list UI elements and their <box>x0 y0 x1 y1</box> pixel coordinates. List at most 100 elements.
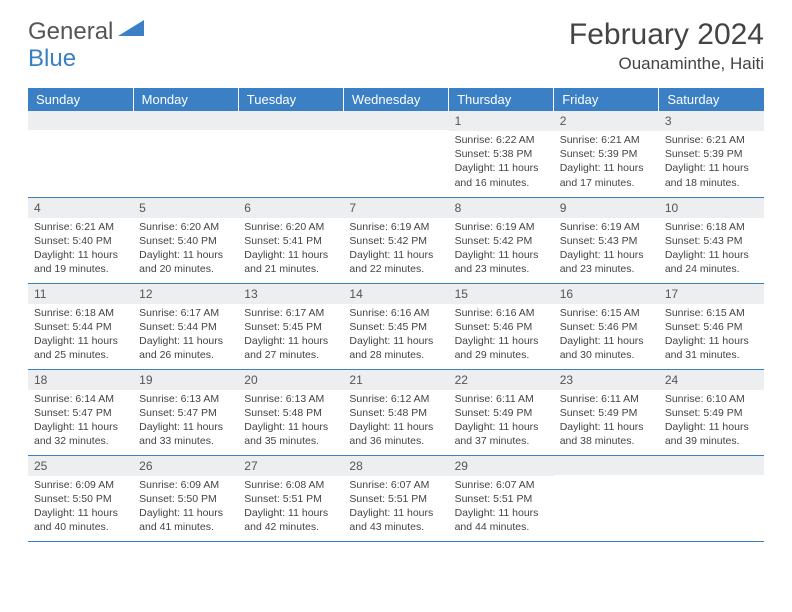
calendar-day-cell: 17Sunrise: 6:15 AMSunset: 5:46 PMDayligh… <box>659 283 764 369</box>
calendar-day-cell: 29Sunrise: 6:07 AMSunset: 5:51 PMDayligh… <box>449 455 554 541</box>
calendar-day-cell: 13Sunrise: 6:17 AMSunset: 5:45 PMDayligh… <box>238 283 343 369</box>
day-data: Sunrise: 6:22 AMSunset: 5:38 PMDaylight:… <box>449 131 554 194</box>
title-block: February 2024 Ouanaminthe, Haiti <box>569 18 764 74</box>
calendar-day-cell: 18Sunrise: 6:14 AMSunset: 5:47 PMDayligh… <box>28 369 133 455</box>
weekday-header: Sunday <box>28 88 133 111</box>
calendar-day-cell: 16Sunrise: 6:15 AMSunset: 5:46 PMDayligh… <box>554 283 659 369</box>
day-number: 23 <box>554 370 659 390</box>
calendar-day-cell: 1Sunrise: 6:22 AMSunset: 5:38 PMDaylight… <box>449 111 554 197</box>
day-data: Sunrise: 6:07 AMSunset: 5:51 PMDaylight:… <box>449 476 554 539</box>
weekday-header: Tuesday <box>238 88 343 111</box>
day-data: Sunrise: 6:07 AMSunset: 5:51 PMDaylight:… <box>343 476 448 539</box>
day-number: 11 <box>28 284 133 304</box>
calendar-day-cell: 7Sunrise: 6:19 AMSunset: 5:42 PMDaylight… <box>343 197 448 283</box>
day-number: 16 <box>554 284 659 304</box>
day-data: Sunrise: 6:19 AMSunset: 5:42 PMDaylight:… <box>343 218 448 281</box>
day-number: 5 <box>133 198 238 218</box>
day-data: Sunrise: 6:12 AMSunset: 5:48 PMDaylight:… <box>343 390 448 453</box>
calendar-day-cell: 9Sunrise: 6:19 AMSunset: 5:43 PMDaylight… <box>554 197 659 283</box>
calendar-day-cell: 19Sunrise: 6:13 AMSunset: 5:47 PMDayligh… <box>133 369 238 455</box>
calendar-day-cell <box>343 111 448 197</box>
calendar-table: Sunday Monday Tuesday Wednesday Thursday… <box>28 88 764 542</box>
day-data: Sunrise: 6:18 AMSunset: 5:44 PMDaylight:… <box>28 304 133 367</box>
day-number: 4 <box>28 198 133 218</box>
calendar-day-cell <box>238 111 343 197</box>
day-data: Sunrise: 6:17 AMSunset: 5:44 PMDaylight:… <box>133 304 238 367</box>
day-number: 26 <box>133 456 238 476</box>
day-number: 7 <box>343 198 448 218</box>
day-data: Sunrise: 6:17 AMSunset: 5:45 PMDaylight:… <box>238 304 343 367</box>
day-data: Sunrise: 6:16 AMSunset: 5:45 PMDaylight:… <box>343 304 448 367</box>
calendar-day-cell: 12Sunrise: 6:17 AMSunset: 5:44 PMDayligh… <box>133 283 238 369</box>
empty-day-number <box>343 111 448 130</box>
calendar-day-cell: 4Sunrise: 6:21 AMSunset: 5:40 PMDaylight… <box>28 197 133 283</box>
calendar-day-cell: 8Sunrise: 6:19 AMSunset: 5:42 PMDaylight… <box>449 197 554 283</box>
location-label: Ouanaminthe, Haiti <box>569 54 764 74</box>
weekday-header-row: Sunday Monday Tuesday Wednesday Thursday… <box>28 88 764 111</box>
brand-logo: General <box>28 18 146 46</box>
day-data: Sunrise: 6:08 AMSunset: 5:51 PMDaylight:… <box>238 476 343 539</box>
calendar-day-cell <box>554 455 659 541</box>
day-data: Sunrise: 6:19 AMSunset: 5:43 PMDaylight:… <box>554 218 659 281</box>
day-data: Sunrise: 6:11 AMSunset: 5:49 PMDaylight:… <box>554 390 659 453</box>
calendar-day-cell <box>28 111 133 197</box>
day-number: 6 <box>238 198 343 218</box>
month-title: February 2024 <box>569 18 764 52</box>
day-data: Sunrise: 6:15 AMSunset: 5:46 PMDaylight:… <box>659 304 764 367</box>
day-number: 15 <box>449 284 554 304</box>
day-number: 12 <box>133 284 238 304</box>
brand-part2: Blue <box>28 45 76 73</box>
calendar-day-cell: 10Sunrise: 6:18 AMSunset: 5:43 PMDayligh… <box>659 197 764 283</box>
day-data: Sunrise: 6:09 AMSunset: 5:50 PMDaylight:… <box>28 476 133 539</box>
calendar-week-row: 18Sunrise: 6:14 AMSunset: 5:47 PMDayligh… <box>28 369 764 455</box>
empty-day-number <box>238 111 343 130</box>
calendar-day-cell: 3Sunrise: 6:21 AMSunset: 5:39 PMDaylight… <box>659 111 764 197</box>
calendar-body: 1Sunrise: 6:22 AMSunset: 5:38 PMDaylight… <box>28 111 764 541</box>
calendar-day-cell: 21Sunrise: 6:12 AMSunset: 5:48 PMDayligh… <box>343 369 448 455</box>
day-number: 22 <box>449 370 554 390</box>
calendar-day-cell: 27Sunrise: 6:08 AMSunset: 5:51 PMDayligh… <box>238 455 343 541</box>
calendar-day-cell: 15Sunrise: 6:16 AMSunset: 5:46 PMDayligh… <box>449 283 554 369</box>
calendar-day-cell: 25Sunrise: 6:09 AMSunset: 5:50 PMDayligh… <box>28 455 133 541</box>
weekday-header: Wednesday <box>343 88 448 111</box>
empty-day-number <box>133 111 238 130</box>
day-number: 29 <box>449 456 554 476</box>
calendar-day-cell: 20Sunrise: 6:13 AMSunset: 5:48 PMDayligh… <box>238 369 343 455</box>
day-number: 14 <box>343 284 448 304</box>
page-header: General February 2024 Ouanaminthe, Haiti <box>28 18 764 74</box>
day-number: 2 <box>554 111 659 131</box>
day-data: Sunrise: 6:13 AMSunset: 5:47 PMDaylight:… <box>133 390 238 453</box>
day-data: Sunrise: 6:13 AMSunset: 5:48 PMDaylight:… <box>238 390 343 453</box>
weekday-header: Thursday <box>449 88 554 111</box>
calendar-day-cell: 24Sunrise: 6:10 AMSunset: 5:49 PMDayligh… <box>659 369 764 455</box>
calendar-week-row: 4Sunrise: 6:21 AMSunset: 5:40 PMDaylight… <box>28 197 764 283</box>
calendar-day-cell: 6Sunrise: 6:20 AMSunset: 5:41 PMDaylight… <box>238 197 343 283</box>
calendar-day-cell: 14Sunrise: 6:16 AMSunset: 5:45 PMDayligh… <box>343 283 448 369</box>
calendar-day-cell: 11Sunrise: 6:18 AMSunset: 5:44 PMDayligh… <box>28 283 133 369</box>
weekday-header: Friday <box>554 88 659 111</box>
calendar-day-cell: 2Sunrise: 6:21 AMSunset: 5:39 PMDaylight… <box>554 111 659 197</box>
day-data: Sunrise: 6:14 AMSunset: 5:47 PMDaylight:… <box>28 390 133 453</box>
day-data: Sunrise: 6:16 AMSunset: 5:46 PMDaylight:… <box>449 304 554 367</box>
calendar-day-cell: 26Sunrise: 6:09 AMSunset: 5:50 PMDayligh… <box>133 455 238 541</box>
day-data: Sunrise: 6:18 AMSunset: 5:43 PMDaylight:… <box>659 218 764 281</box>
day-number: 24 <box>659 370 764 390</box>
day-number: 13 <box>238 284 343 304</box>
empty-day-number <box>28 111 133 130</box>
empty-day-number <box>554 456 659 475</box>
day-data: Sunrise: 6:11 AMSunset: 5:49 PMDaylight:… <box>449 390 554 453</box>
day-number: 3 <box>659 111 764 131</box>
calendar-day-cell <box>659 455 764 541</box>
day-data: Sunrise: 6:09 AMSunset: 5:50 PMDaylight:… <box>133 476 238 539</box>
calendar-day-cell: 28Sunrise: 6:07 AMSunset: 5:51 PMDayligh… <box>343 455 448 541</box>
day-data: Sunrise: 6:21 AMSunset: 5:39 PMDaylight:… <box>659 131 764 194</box>
calendar-week-row: 25Sunrise: 6:09 AMSunset: 5:50 PMDayligh… <box>28 455 764 541</box>
calendar-day-cell <box>133 111 238 197</box>
calendar-week-row: 1Sunrise: 6:22 AMSunset: 5:38 PMDaylight… <box>28 111 764 197</box>
day-number: 28 <box>343 456 448 476</box>
day-number: 27 <box>238 456 343 476</box>
day-number: 1 <box>449 111 554 131</box>
day-data: Sunrise: 6:21 AMSunset: 5:40 PMDaylight:… <box>28 218 133 281</box>
day-data: Sunrise: 6:20 AMSunset: 5:41 PMDaylight:… <box>238 218 343 281</box>
weekday-header: Saturday <box>659 88 764 111</box>
